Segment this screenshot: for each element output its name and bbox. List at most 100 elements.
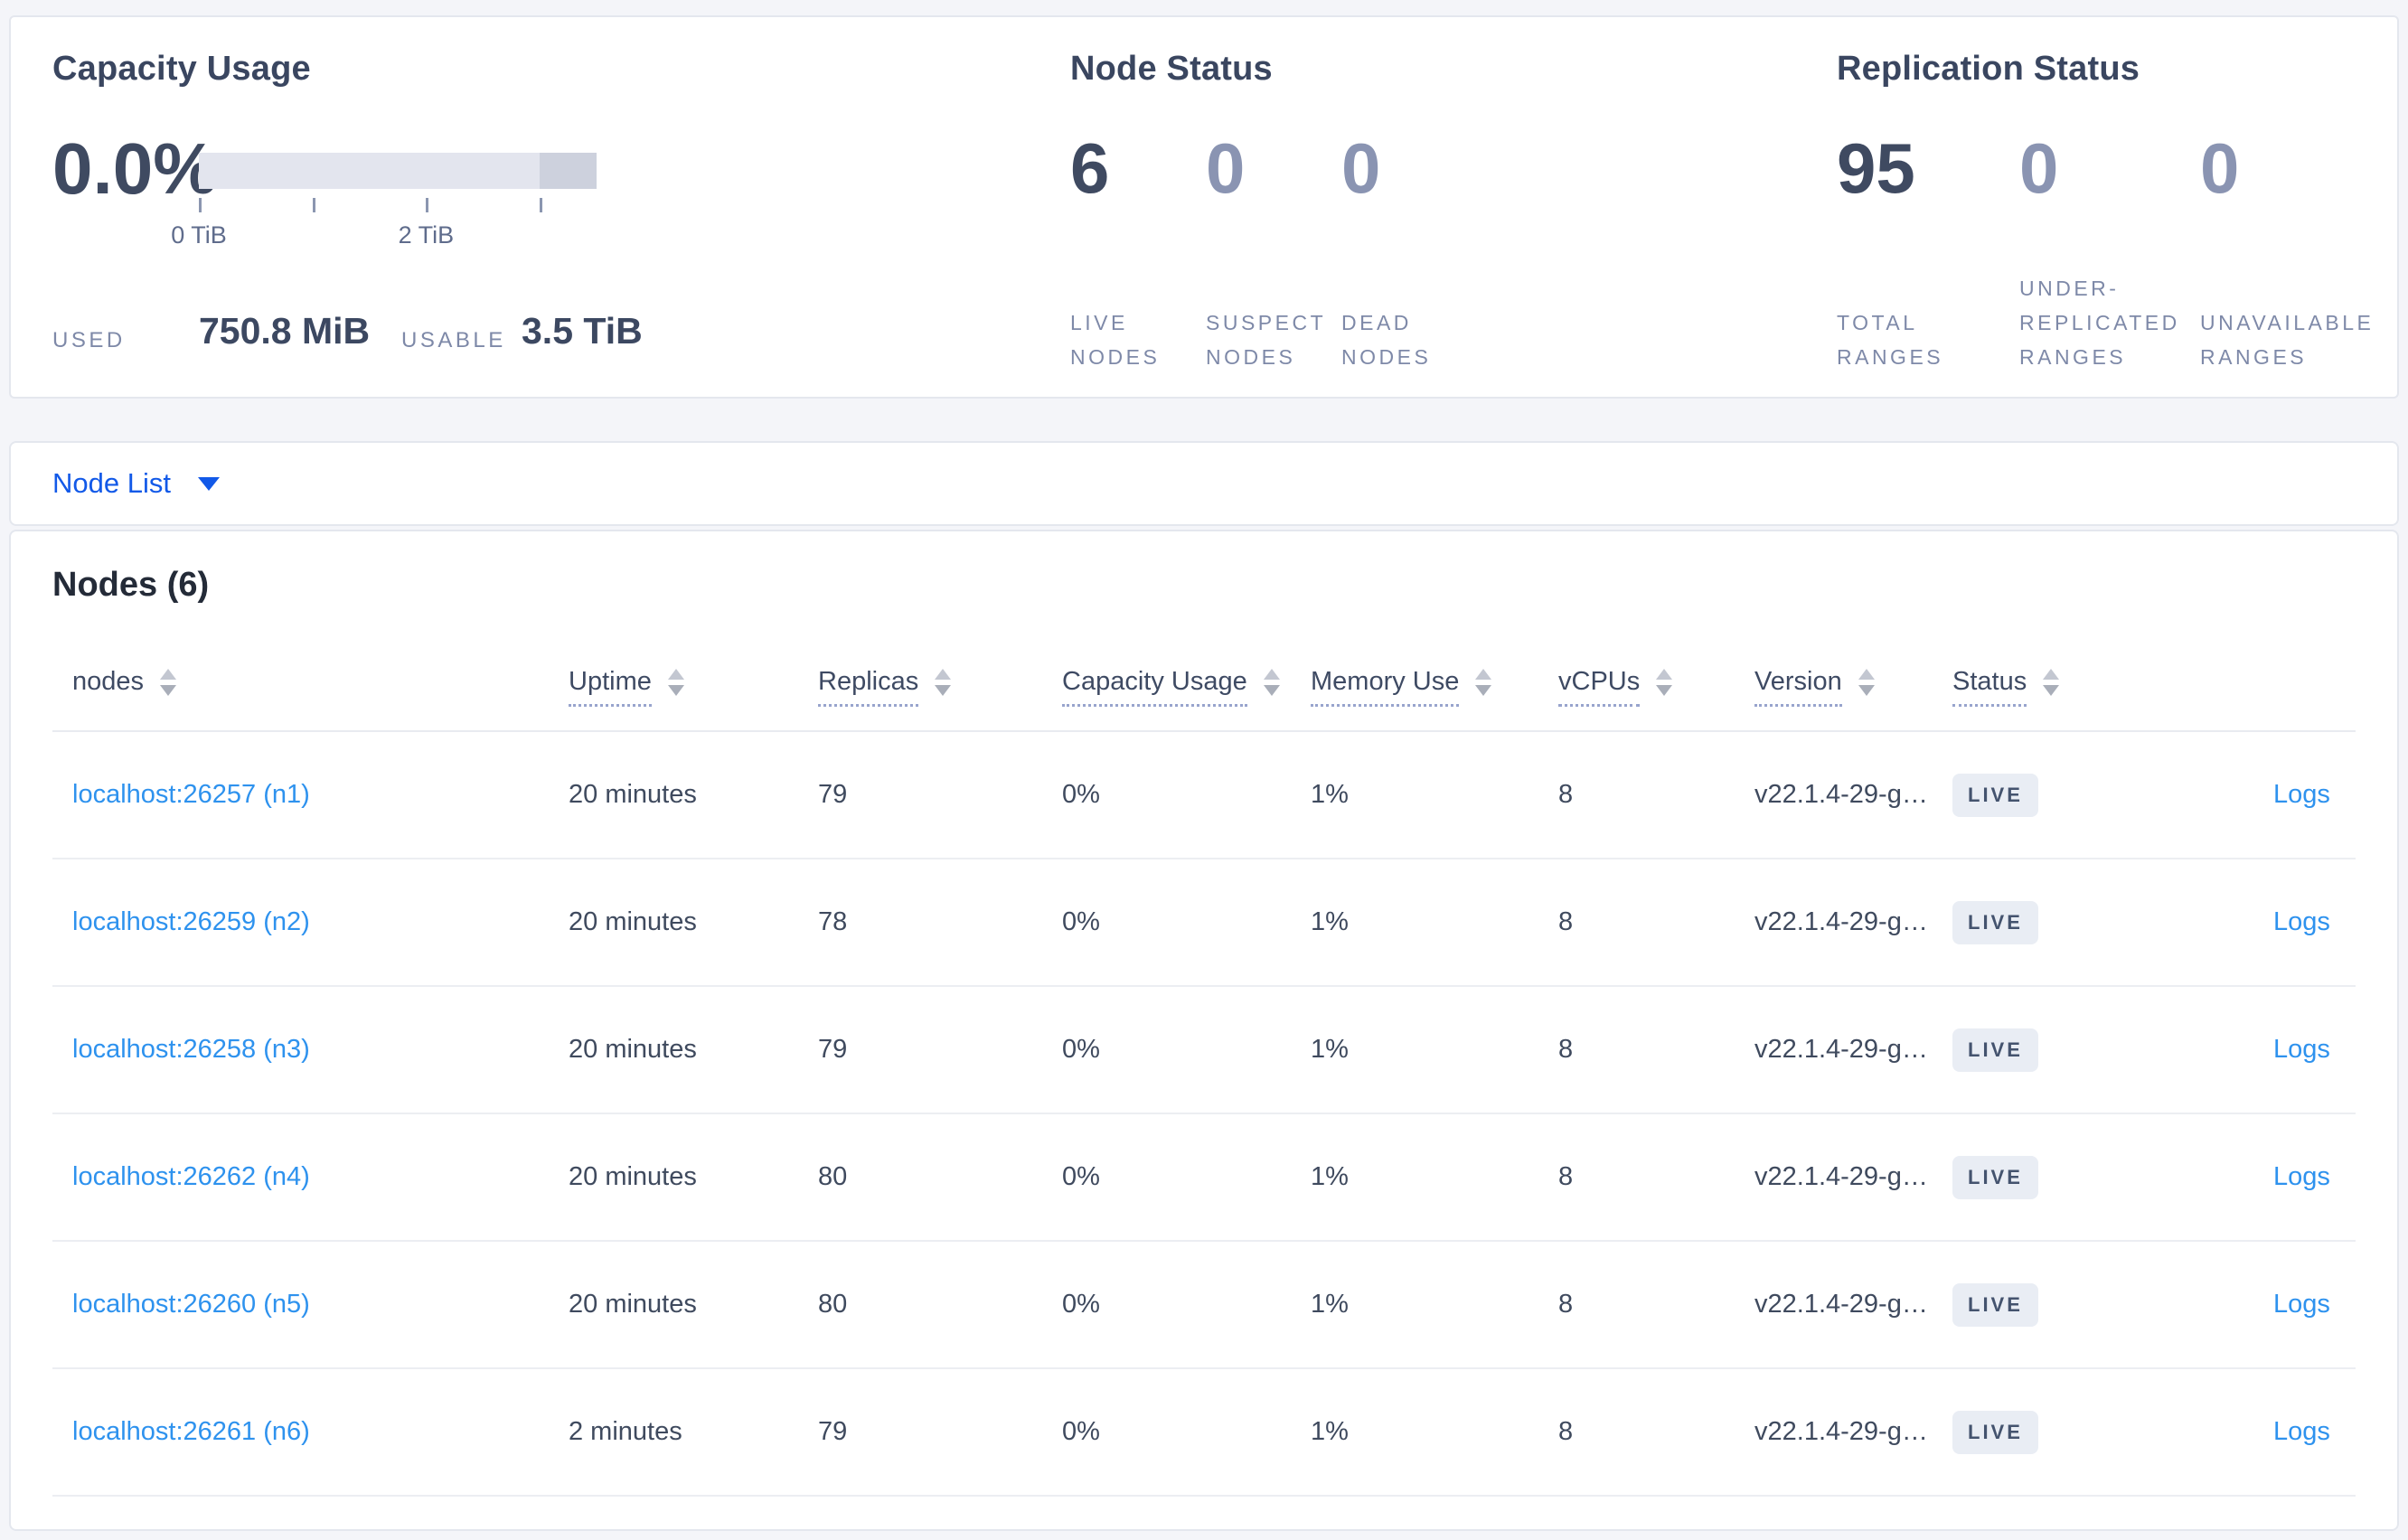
version-cell: v22.1.4-29-g…: [1754, 1035, 1928, 1064]
logs-link[interactable]: Logs: [2273, 1417, 2330, 1446]
used-value: 750.8 MiB: [199, 310, 371, 352]
version-cell: v22.1.4-29-g…: [1754, 1417, 1928, 1446]
under-replicated-ranges-value: 0: [2019, 128, 2059, 208]
version-cell: v22.1.4-29-g…: [1754, 1290, 1928, 1319]
vcpus-cell: 8: [1558, 1290, 1574, 1319]
table-row: localhost:26260 (n5) 20 minutes 80 0% 1%…: [52, 1242, 2356, 1369]
node-address-link[interactable]: localhost:26258 (n3): [72, 1035, 310, 1064]
version-cell: v22.1.4-29-g…: [1754, 780, 1928, 809]
capacity-bar-reserved-segment: [540, 153, 597, 189]
logs-link[interactable]: Logs: [2273, 1035, 2330, 1064]
column-label-nodes: nodes: [72, 667, 145, 696]
version-cell: v22.1.4-29-g…: [1754, 1162, 1928, 1191]
unavailable-ranges-label: UNAVAILABLE RANGES: [2200, 311, 2375, 370]
sort-arrows-icon: [160, 669, 177, 696]
column-header-status[interactable]: Status: [1952, 667, 2273, 707]
capacity-usage-cell: 0%: [1062, 907, 1100, 936]
capacity-usage-cell: 0%: [1062, 1162, 1100, 1191]
status-badge: LIVE: [1952, 1282, 2038, 1327]
sort-arrows-icon: [1263, 669, 1280, 696]
dead-nodes-label: DEAD NODES: [1341, 311, 1432, 370]
suspect-nodes-stat: 0 SUSPECT NODES: [1206, 133, 1341, 375]
vcpus-cell: 8: [1558, 780, 1574, 809]
total-ranges-value: 95: [1837, 128, 1915, 208]
replicas-cell: 79: [818, 780, 848, 809]
replicas-cell: 79: [818, 1035, 848, 1064]
node-status-stats: 6 LIVE NODES 0 SUSPECT NODES 0 DEAD NODE…: [1070, 133, 1495, 375]
memory-use-cell: 1%: [1311, 1162, 1349, 1191]
table-row: localhost:26258 (n3) 20 minutes 79 0% 1%…: [52, 987, 2356, 1114]
uptime-cell: 2 minutes: [569, 1417, 682, 1446]
column-label-vcpus: vCPUs: [1558, 667, 1641, 707]
replication-status-stats: 95 TOTAL RANGES 0 UNDER-REPLICATED RANGE…: [1837, 133, 2408, 375]
axis-tick: [426, 198, 429, 212]
node-address-link[interactable]: localhost:26260 (n5): [72, 1290, 310, 1319]
axis-tick-label: 0 TiB: [171, 221, 227, 249]
usable-value: 3.5 TiB: [522, 310, 643, 352]
status-badge: LIVE: [1952, 1155, 2038, 1199]
logs-link[interactable]: Logs: [2273, 1290, 2330, 1319]
node-address-link[interactable]: localhost:26262 (n4): [72, 1162, 310, 1191]
capacity-usage-cell: 0%: [1062, 1417, 1100, 1446]
column-header-nodes[interactable]: nodes: [72, 667, 569, 707]
column-header-replicas[interactable]: Replicas: [818, 667, 1062, 707]
used-label: USED: [52, 328, 126, 352]
replicas-cell: 80: [818, 1162, 848, 1191]
caret-down-icon: [197, 476, 220, 491]
live-nodes-value: 6: [1070, 128, 1110, 208]
memory-use-cell: 1%: [1311, 780, 1349, 809]
memory-use-cell: 1%: [1311, 1290, 1349, 1319]
nodes-table: nodes Uptime Replicas Capacity Usage Mem…: [52, 667, 2356, 1497]
dead-nodes-value: 0: [1341, 128, 1381, 208]
sort-arrows-icon: [2043, 669, 2060, 696]
unavailable-ranges-stat: 0 UNAVAILABLE RANGES: [2200, 133, 2408, 375]
replicas-cell: 80: [818, 1290, 848, 1319]
sort-arrows-icon: [1858, 669, 1875, 696]
replicas-cell: 78: [818, 907, 848, 936]
replicas-cell: 79: [818, 1417, 848, 1446]
unavailable-ranges-value: 0: [2200, 128, 2240, 208]
column-header-version[interactable]: Version: [1754, 667, 1952, 707]
column-header-memory-use[interactable]: Memory Use: [1311, 667, 1558, 707]
logs-link[interactable]: Logs: [2273, 907, 2330, 936]
node-status-title: Node Status: [1070, 50, 1273, 88]
capacity-usage-cell: 0%: [1062, 1290, 1100, 1319]
sort-arrows-icon: [1475, 669, 1492, 696]
capacity-usage-bar: 0 TiB 2 TiB: [171, 153, 597, 252]
table-row: localhost:26262 (n4) 20 minutes 80 0% 1%…: [52, 1114, 2356, 1242]
nodes-table-header: nodes Uptime Replicas Capacity Usage Mem…: [52, 667, 2356, 732]
live-nodes-stat: 6 LIVE NODES: [1070, 133, 1206, 375]
column-header-uptime[interactable]: Uptime: [569, 667, 818, 707]
sort-arrows-icon: [1656, 669, 1673, 696]
uptime-cell: 20 minutes: [569, 907, 697, 936]
uptime-cell: 20 minutes: [569, 1290, 697, 1319]
uptime-cell: 20 minutes: [569, 780, 697, 809]
live-nodes-label: LIVE NODES: [1070, 311, 1161, 370]
status-badge: LIVE: [1952, 1410, 2038, 1454]
status-badge: LIVE: [1952, 1028, 2038, 1072]
node-address-link[interactable]: localhost:26259 (n2): [72, 907, 310, 936]
uptime-cell: 20 minutes: [569, 1035, 697, 1064]
node-address-link[interactable]: localhost:26261 (n6): [72, 1417, 310, 1446]
memory-use-cell: 1%: [1311, 1035, 1349, 1064]
under-replicated-ranges-label: UNDER-REPLICATED RANGES: [2019, 277, 2180, 370]
nodes-panel: Nodes (6) nodes Uptime Replicas Capacity…: [9, 530, 2399, 1531]
status-badge: LIVE: [1952, 900, 2038, 944]
status-badge: LIVE: [1952, 773, 2038, 817]
version-cell: v22.1.4-29-g…: [1754, 907, 1928, 936]
logs-link[interactable]: Logs: [2273, 780, 2330, 809]
column-header-vcpus[interactable]: vCPUs: [1558, 667, 1754, 707]
logs-link[interactable]: Logs: [2273, 1162, 2330, 1191]
axis-tick: [540, 198, 543, 212]
vcpus-cell: 8: [1558, 1162, 1574, 1191]
node-list-dropdown-label: Node List: [52, 467, 171, 499]
column-label-capacity-usage: Capacity Usage: [1062, 667, 1247, 707]
dead-nodes-stat: 0 DEAD NODES: [1341, 133, 1495, 375]
replication-status-title: Replication Status: [1837, 50, 2140, 88]
column-label-replicas: Replicas: [818, 667, 919, 707]
node-address-link[interactable]: localhost:26257 (n1): [72, 780, 310, 809]
column-header-capacity-usage[interactable]: Capacity Usage: [1062, 667, 1311, 707]
column-label-version: Version: [1754, 667, 1842, 707]
node-list-dropdown[interactable]: Node List: [52, 443, 220, 524]
